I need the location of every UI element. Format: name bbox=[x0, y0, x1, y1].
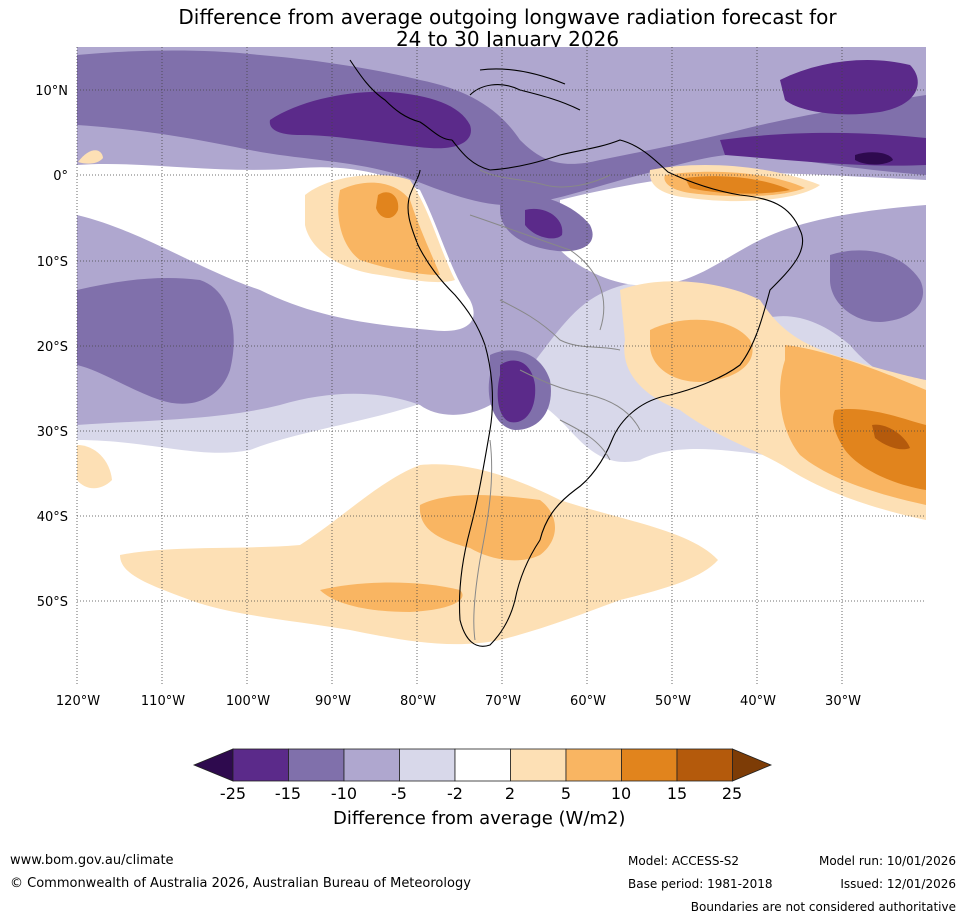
lon-label: 80°W bbox=[400, 694, 436, 709]
anomaly-region-deep-purple bbox=[780, 60, 918, 115]
longitude-labels: 120°W 110°W 100°W 90°W 80°W 70°W 60°W 50… bbox=[56, 694, 861, 709]
colorbar-tick-label: 15 bbox=[666, 784, 688, 803]
latitude-labels: 10°N 0° 10°S 20°S 30°S 40°S 50°S bbox=[35, 84, 68, 610]
lon-label: 40°W bbox=[740, 694, 776, 709]
footer-url[interactable]: www.bom.gov.au/climate bbox=[10, 853, 174, 868]
lat-label: 20°S bbox=[37, 340, 68, 355]
lon-label: 110°W bbox=[141, 694, 185, 709]
colorbar-tick-label: 10 bbox=[610, 784, 632, 803]
lat-label: 40°S bbox=[37, 510, 68, 525]
lon-label: 120°W bbox=[56, 694, 100, 709]
anomaly-region-dark-orange bbox=[376, 192, 399, 219]
footer-model-run: Model run: 10/01/2026 bbox=[818, 854, 956, 868]
anomaly-region-light-orange bbox=[120, 464, 718, 645]
anomaly-region-deep-purple bbox=[497, 360, 536, 423]
map-title-line-1: Difference from average outgoing longwav… bbox=[178, 5, 837, 29]
cuba-outline bbox=[479, 68, 566, 85]
anomaly-region-deep-purple bbox=[525, 208, 563, 239]
colorbar-segment bbox=[565, 748, 622, 782]
colorbar-tick-label: 5 bbox=[560, 784, 572, 803]
colorbar-title: Difference from average (W/m2) bbox=[333, 808, 626, 829]
lat-label: 50°S bbox=[37, 595, 68, 610]
lon-label: 30°W bbox=[825, 694, 861, 709]
footer-model: Model: ACCESS-S2 bbox=[628, 854, 740, 868]
footer-copyright: © Commonwealth of Australia 2026, Austra… bbox=[10, 876, 471, 891]
colorbar-tick-label: 25 bbox=[721, 784, 743, 803]
lon-label: 100°W bbox=[226, 694, 270, 709]
lon-label: 70°W bbox=[485, 694, 521, 709]
country-borders bbox=[469, 169, 641, 641]
south-america-coast bbox=[407, 139, 804, 647]
anomaly-region-purple bbox=[77, 50, 926, 206]
anomaly-region-purple bbox=[830, 250, 924, 322]
colorbar-segment bbox=[288, 748, 345, 782]
anomaly-region-orange bbox=[338, 182, 440, 275]
colorbar-tick-label: -5 bbox=[391, 784, 407, 803]
colorbar-segment bbox=[232, 748, 289, 782]
footer-issued: Issued: 12/01/2026 bbox=[840, 877, 956, 891]
colorbar-tick-label: -25 bbox=[219, 784, 247, 803]
anomaly-region-light-orange bbox=[77, 445, 112, 489]
anomaly-region-purple bbox=[77, 278, 234, 404]
lat-label: 30°S bbox=[37, 425, 68, 440]
colorbar-tick-label: -2 bbox=[447, 784, 463, 803]
graticule bbox=[76, 47, 926, 685]
colorbar-segment bbox=[676, 748, 733, 782]
colorbar-tick-label: -15 bbox=[274, 784, 302, 803]
coastlines bbox=[349, 59, 804, 647]
lat-label: 10°S bbox=[37, 255, 68, 270]
central-america-coast bbox=[349, 59, 453, 141]
footer-disclaimer: Boundaries are not considered authoritat… bbox=[690, 900, 956, 914]
colorbar-segment bbox=[343, 748, 400, 782]
colorbar-tick-label: -10 bbox=[330, 784, 358, 803]
lon-label: 50°W bbox=[655, 694, 691, 709]
colorbar-min-extension bbox=[192, 748, 234, 782]
lon-label: 60°W bbox=[570, 694, 606, 709]
anomaly-region-dark-orange bbox=[685, 176, 790, 194]
colorbar-tick-label: 2 bbox=[504, 784, 516, 803]
anomaly-region-light-orange bbox=[78, 150, 103, 164]
anomaly-region-neutral bbox=[560, 172, 926, 286]
map-title-line-2: 24 to 30 January 2026 bbox=[395, 27, 620, 51]
anomaly-region-dark-orange bbox=[833, 408, 926, 490]
colorbar-segment bbox=[510, 748, 567, 782]
colorbar-segment bbox=[454, 748, 511, 782]
colorbar-segment bbox=[399, 748, 456, 782]
lat-label: 10°N bbox=[35, 84, 68, 99]
colorbar-max-extension bbox=[732, 748, 773, 782]
anomaly-region-orange bbox=[419, 495, 555, 561]
anomaly-region-darkest-purple bbox=[855, 152, 893, 165]
anomaly-region-deep-purple bbox=[269, 91, 471, 149]
lon-label: 90°W bbox=[315, 694, 351, 709]
lat-label: 0° bbox=[53, 169, 68, 184]
colorbar-segment bbox=[621, 748, 678, 782]
anomaly-field bbox=[77, 47, 926, 645]
anomaly-region-orange bbox=[320, 582, 463, 612]
anomaly-region-orange bbox=[650, 319, 753, 382]
colorbar bbox=[192, 748, 773, 782]
footer-base-period: Base period: 1981-2018 bbox=[628, 877, 773, 891]
caribbean-coast bbox=[469, 84, 581, 111]
